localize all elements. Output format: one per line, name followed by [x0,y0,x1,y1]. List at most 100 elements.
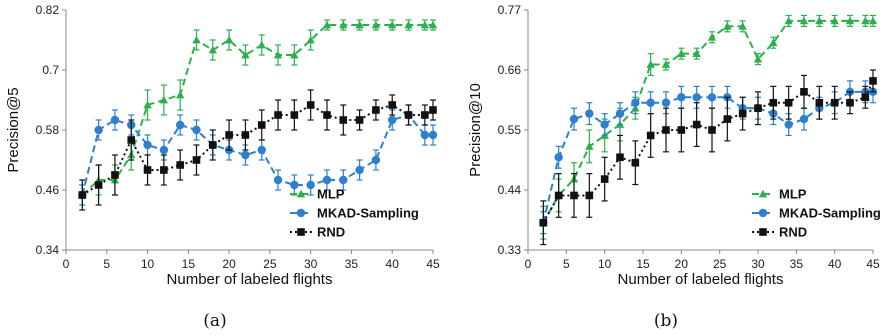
data-point [404,111,413,119]
data-point [815,16,824,25]
data-point [569,114,579,124]
data-point [306,35,315,44]
data-point [600,175,609,183]
series-mlp [539,14,878,240]
data-point [94,181,103,189]
data-point [273,175,283,185]
data-point [585,109,594,118]
data-point [799,16,809,25]
data-point [323,111,331,119]
y-tick-label: 0.34 [36,243,60,257]
legend-entry: MLP [317,187,345,202]
data-point [355,116,364,124]
data-point [371,155,381,165]
data-point [600,120,609,129]
legend-marker [759,228,767,236]
data-point [388,20,397,29]
legend-marker [758,208,768,218]
data-point [339,116,348,124]
data-point [290,50,299,59]
x-tick-label: 20 [675,257,689,271]
y-axis-label: Precision@10 [467,83,484,177]
x-tick-label: 5 [563,257,570,271]
x-tick-label: 40 [828,257,842,271]
x-tick-label: 10 [141,257,155,271]
data-point [143,166,152,174]
data-point [257,145,266,155]
data-point [208,45,217,54]
data-point [677,126,686,134]
data-point [257,121,266,129]
data-point [861,93,870,102]
data-point [585,191,594,200]
data-point [175,90,185,99]
legend-entry: MKAD-Sampling [317,206,419,221]
data-point [616,153,624,162]
legend-entry: MKAD-Sampling [779,206,881,221]
data-point [815,98,824,107]
data-point [306,101,315,109]
chart-caption: (b) [654,311,678,331]
data-point [661,98,671,107]
data-point [127,136,136,144]
data-point [143,140,152,150]
data-point [339,175,348,185]
data-point [421,111,429,119]
data-point [738,22,747,30]
series-rnd [539,69,877,246]
data-point [241,150,250,160]
data-point [192,125,201,135]
x-tick-label: 0 [525,257,532,271]
data-point [692,93,701,102]
data-point [225,131,233,139]
y-tick-label: 0.82 [36,3,60,17]
data-point [192,35,201,44]
series-line [81,24,433,196]
data-point [372,106,380,114]
data-point [306,180,315,190]
data-point [111,171,119,179]
data-point [322,20,332,29]
x-tick-label: 0 [63,257,70,271]
y-tick-label: 0.44 [498,183,522,197]
data-point [570,191,578,200]
data-point [631,158,640,167]
data-point [585,142,594,150]
data-point [192,156,201,164]
data-point [692,120,701,129]
x-axis-label: Number of labeled flights [618,271,784,288]
data-point [677,93,686,102]
data-point [646,60,655,68]
data-point [753,54,763,63]
data-point [631,98,640,107]
y-tick-label: 0.7 [42,63,59,77]
data-point [388,115,397,125]
y-axis-label: Precision@5 [5,87,22,172]
data-point [290,180,299,190]
y-tick-label: 0.58 [36,123,60,137]
chart-2: 0.33 0.44 0.55 0.66 0.77 0 5 10 15 20 25 30 35 40 45 Nu… [467,3,881,331]
x-tick-label: 35 [345,257,359,271]
data-point [554,191,563,200]
chart-caption: (a) [203,311,226,331]
data-point [428,20,438,29]
data-point [339,20,348,29]
x-tick-label: 20 [222,257,236,271]
chart-1: 0.34 0.46 0.58 0.7 0.82 0 5 10 15 20 25 30 35 40 45 Num… [5,3,440,331]
data-point [662,126,670,134]
x-tick-label: 45 [426,257,440,271]
data-point [754,104,762,112]
data-point [209,141,217,149]
data-point [784,120,793,129]
data-point [371,20,381,29]
data-point [420,20,430,29]
data-point [273,50,283,59]
x-tick-label: 25 [713,257,727,271]
y-tick-label: 0.77 [498,3,522,17]
x-tick-label: 10 [598,257,612,271]
data-point [677,49,686,57]
data-point [176,161,184,169]
data-point [355,165,364,175]
data-point [322,175,332,185]
x-tick-label: 15 [182,257,196,271]
